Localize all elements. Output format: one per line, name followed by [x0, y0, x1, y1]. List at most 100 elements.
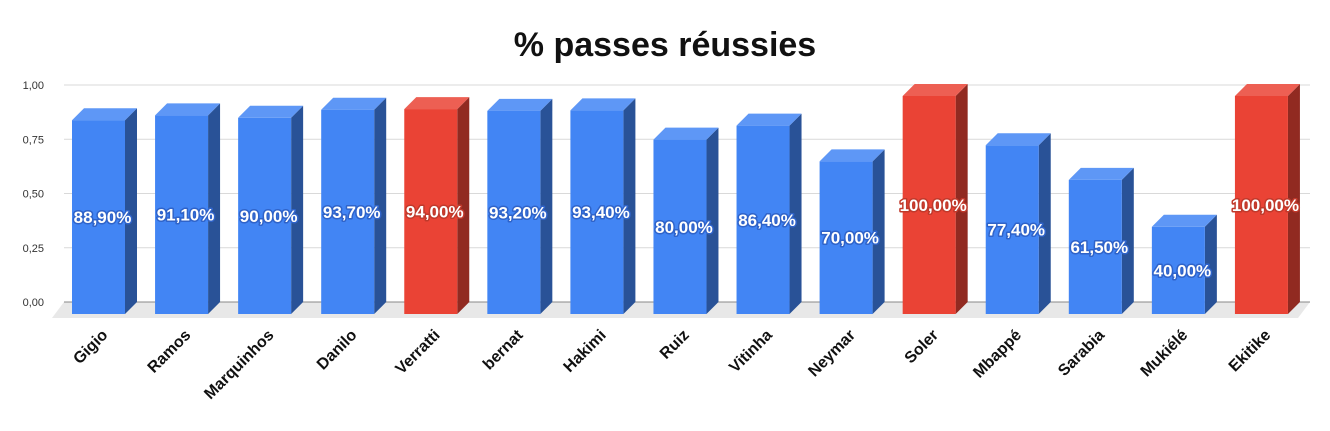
- data-label: 100,00%: [900, 196, 967, 215]
- bar-top: [155, 103, 221, 116]
- bar: [72, 108, 137, 314]
- bar-side: [457, 97, 470, 314]
- bar-top: [736, 113, 802, 126]
- y-tick-label: 1,00: [23, 80, 44, 92]
- data-label: 90,00%: [240, 207, 298, 226]
- bar-front: [1234, 96, 1288, 314]
- y-tick-label: 0,50: [23, 189, 44, 201]
- bar: [653, 127, 719, 314]
- bar: [985, 133, 1051, 314]
- y-axis: 0,00 0,25 0,50 0,75 1,00: [23, 80, 44, 309]
- bar-side: [623, 98, 636, 314]
- x-tick-label: Soler: [902, 327, 942, 367]
- bar-top: [1068, 167, 1134, 180]
- x-tick-label: Danilo: [314, 327, 361, 374]
- bar-front: [653, 139, 707, 314]
- bar-side: [955, 84, 968, 314]
- data-label: 100,00%: [1232, 196, 1299, 215]
- bar: [902, 84, 968, 314]
- bar: [736, 113, 802, 314]
- data-label: 77,40%: [987, 221, 1045, 240]
- bars: [72, 84, 1300, 314]
- data-label: 86,40%: [738, 211, 796, 230]
- chart-title: % passes réussies: [514, 26, 816, 64]
- bar-front: [902, 96, 956, 314]
- bar-top: [819, 149, 885, 162]
- x-tick-label: Verratti: [393, 327, 444, 378]
- bar-side: [1038, 133, 1051, 314]
- data-label: 91,10%: [157, 206, 215, 225]
- data-labels: 88,90% 91,10% 90,00% 93,70% 94,00% 93,20% 93,4…: [72, 195, 1300, 282]
- bar-front: [238, 117, 292, 314]
- bar-top: [902, 84, 968, 96]
- bar: [819, 149, 885, 314]
- bar: [404, 97, 470, 314]
- bar-front: [819, 161, 873, 314]
- bar-front: [1151, 226, 1205, 314]
- x-tick-label: Mukiélé: [1138, 327, 1192, 381]
- bar-side: [1121, 167, 1134, 314]
- data-label: 93,40%: [572, 203, 630, 222]
- bar-front: [321, 109, 375, 314]
- bar-front: [72, 120, 125, 314]
- bar: [238, 105, 304, 314]
- x-tick-label: Ruiz: [657, 327, 693, 363]
- y-tick-label: 0,25: [23, 243, 44, 255]
- bar-side: [291, 105, 304, 314]
- bar-top: [404, 97, 470, 110]
- y-tick-label: 0,75: [23, 134, 44, 146]
- bar-top: [985, 133, 1051, 146]
- x-tick-label: Vitinha: [726, 327, 776, 377]
- bar-front: [985, 145, 1039, 314]
- x-tick-label: Ekitike: [1226, 327, 1275, 376]
- data-label: 70,00%: [821, 229, 879, 248]
- bar-side: [706, 127, 719, 314]
- bar: [321, 97, 387, 314]
- data-label: 61,50%: [1070, 238, 1128, 257]
- data-label: 40,00%: [1154, 261, 1212, 280]
- bar-front: [487, 110, 541, 314]
- bar-side: [374, 97, 387, 314]
- data-label: 93,20%: [489, 203, 547, 222]
- bar: [1068, 167, 1134, 314]
- bar: [1151, 214, 1217, 314]
- bar-front: [155, 115, 209, 314]
- x-tick-label: Neymar: [805, 327, 859, 381]
- bar-top: [653, 127, 719, 140]
- x-tick-label: Sarabia: [1055, 327, 1108, 380]
- x-tick-label: Marquinhos: [201, 327, 277, 403]
- bar-side: [789, 113, 802, 314]
- bar-top: [321, 97, 387, 110]
- x-tick-label: Hakimi: [561, 327, 610, 376]
- bar-top: [1234, 84, 1300, 96]
- bar-front: [570, 110, 624, 314]
- bar-side: [125, 108, 137, 314]
- bar-side: [872, 149, 885, 314]
- x-tick-label: Gigio: [70, 327, 111, 368]
- bar: [570, 98, 636, 314]
- data-label: 94,00%: [406, 203, 464, 222]
- bar-top: [238, 105, 304, 118]
- bar: [1234, 84, 1300, 314]
- bar-front: [736, 125, 790, 314]
- bar-side: [540, 98, 553, 314]
- y-tick-label: 0,00: [23, 297, 44, 309]
- bar-top: [570, 98, 636, 111]
- bar-side: [1204, 214, 1217, 314]
- bar: [155, 103, 221, 314]
- bar-top: [1151, 214, 1217, 227]
- x-tick-label: Mbappé: [970, 327, 1025, 382]
- x-tick-label: bernat: [480, 326, 527, 373]
- bar-front: [404, 109, 458, 314]
- data-label: 80,00%: [655, 218, 713, 237]
- data-label: 88,90%: [74, 208, 132, 227]
- bar-front: [1068, 179, 1122, 314]
- x-axis: Gigio Ramos Marquinhos Danilo Verratti bernat…: [70, 326, 1274, 403]
- bar-top: [487, 98, 553, 111]
- bar-side: [1287, 84, 1300, 314]
- bar-side: [208, 103, 221, 314]
- x-tick-label: Ramos: [145, 327, 195, 377]
- data-label: 93,70%: [323, 203, 381, 222]
